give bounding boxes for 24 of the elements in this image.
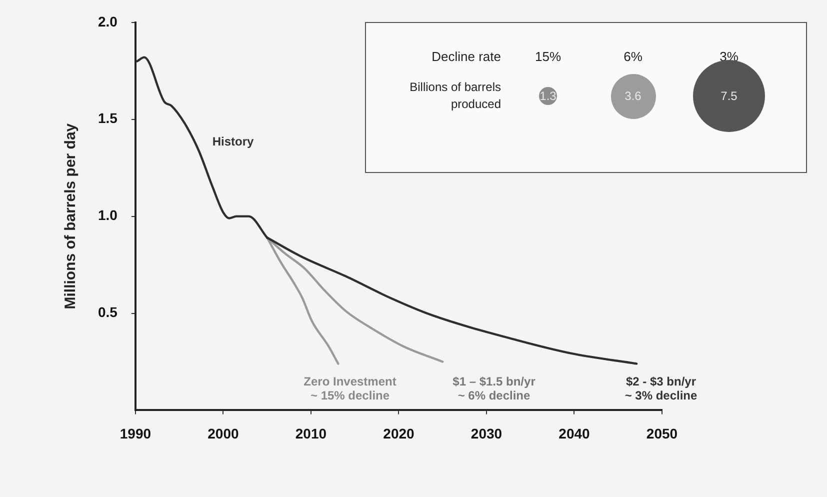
circle-icon: 7.5 [693,60,765,132]
annotation: $2 - $3 bn/yr ~ 3% decline [624,374,698,402]
x-tick-label: 2020 [383,425,415,442]
y-axis-title: Millions of barrels per day [62,122,80,310]
annotation: Decline rate [430,49,501,64]
annotation: 15% [534,49,562,64]
annotation: History [212,134,254,148]
annotation: Zero Investment ~ 15% decline [304,374,396,402]
x-tick-label: 1990 [120,425,152,442]
y-tick-label: 1.0 [98,207,118,224]
annotation: 6% [622,49,644,64]
y-tick-label: 2.0 [98,13,118,30]
x-tick-label: 2010 [295,425,327,442]
annotation: $1 – $1.5 bn/yr ~ 6% decline [452,374,536,402]
circle-icon: 3.6 [610,74,656,118]
circle-icon: 1.3 [539,87,557,105]
x-tick-label: 2040 [558,425,590,442]
annotation: Billions of barrels produced [408,79,501,113]
x-tick-label: 2000 [208,425,239,442]
y-tick-label: 1.5 [98,110,118,126]
x-tick-label: 2030 [470,425,502,442]
y-tick-label: 0.5 [98,304,118,320]
x-tick-label: 2050 [646,425,678,442]
annotation: 3.6 [624,89,642,103]
